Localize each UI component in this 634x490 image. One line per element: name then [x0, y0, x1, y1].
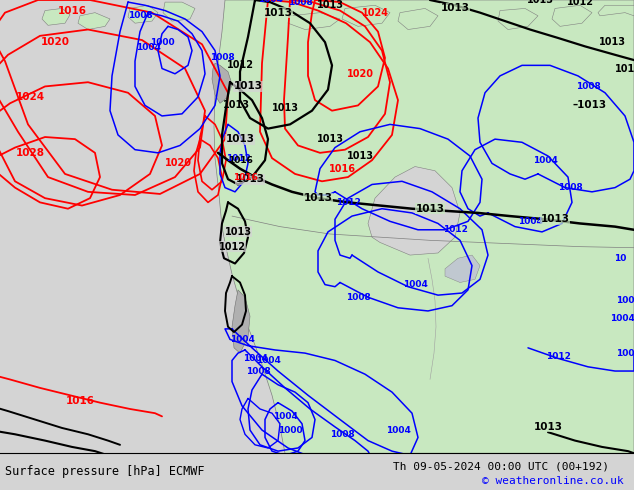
Polygon shape: [214, 0, 634, 453]
Text: 1004: 1004: [257, 0, 282, 4]
Polygon shape: [288, 13, 340, 29]
Text: 1013: 1013: [316, 134, 344, 144]
Polygon shape: [212, 63, 232, 103]
Text: 1013: 1013: [226, 134, 254, 144]
Text: 1024: 1024: [15, 92, 44, 102]
Text: 1008: 1008: [245, 367, 270, 375]
Text: 1012: 1012: [567, 0, 593, 7]
Text: 1020: 1020: [347, 69, 373, 79]
Text: 1020: 1020: [164, 158, 191, 169]
Text: 1012: 1012: [443, 225, 467, 234]
Text: 1013: 1013: [533, 422, 562, 432]
Text: 1016: 1016: [58, 5, 86, 16]
Text: 1013: 1013: [316, 0, 344, 10]
Text: Surface pressure [hPa] ECMWF: Surface pressure [hPa] ECMWF: [5, 465, 205, 478]
Text: 1028: 1028: [15, 148, 44, 158]
Text: 1012: 1012: [614, 64, 634, 74]
Text: 1004: 1004: [136, 43, 160, 52]
Text: 1008: 1008: [346, 293, 370, 302]
Text: 1012: 1012: [226, 153, 250, 163]
Text: Th 09-05-2024 00:00 UTC (00+192): Th 09-05-2024 00:00 UTC (00+192): [393, 462, 609, 472]
Text: 1013: 1013: [526, 0, 553, 5]
Text: 1016: 1016: [328, 164, 356, 173]
Text: 1008: 1008: [616, 296, 634, 305]
Text: 1004: 1004: [533, 156, 557, 165]
Polygon shape: [498, 8, 538, 29]
Polygon shape: [128, 5, 158, 23]
Text: 1008: 1008: [288, 0, 313, 6]
Text: 1004: 1004: [616, 348, 634, 358]
Polygon shape: [445, 255, 480, 283]
Text: 1004: 1004: [243, 354, 268, 363]
Polygon shape: [78, 13, 110, 29]
Text: 1000: 1000: [278, 425, 302, 435]
Text: 1013: 1013: [347, 151, 373, 161]
Polygon shape: [232, 290, 250, 353]
Text: 1004: 1004: [517, 217, 543, 226]
Text: 1008: 1008: [330, 430, 354, 439]
Text: 1016: 1016: [233, 172, 257, 182]
Text: –1013: –1013: [573, 100, 607, 110]
Polygon shape: [42, 8, 70, 25]
Text: 1013: 1013: [598, 37, 626, 47]
Text: © weatheronline.co.uk: © weatheronline.co.uk: [482, 476, 624, 487]
Text: 1008: 1008: [127, 11, 152, 20]
Text: 10: 10: [614, 254, 626, 263]
Text: 1012: 1012: [546, 352, 571, 361]
Text: 1008: 1008: [558, 183, 583, 192]
Text: 1024: 1024: [361, 8, 389, 18]
Text: 1004: 1004: [385, 425, 410, 435]
Text: 1013: 1013: [235, 174, 264, 184]
Text: 1013: 1013: [233, 81, 262, 92]
Text: 1013: 1013: [541, 214, 569, 224]
Text: 1000: 1000: [150, 38, 174, 47]
Text: 1004: 1004: [403, 280, 427, 289]
Polygon shape: [398, 8, 438, 29]
Text: 1004: 1004: [609, 314, 634, 323]
Polygon shape: [552, 5, 592, 26]
Text: 1008: 1008: [576, 82, 600, 91]
Text: 1013: 1013: [271, 102, 299, 113]
Text: 1013: 1013: [415, 204, 444, 214]
Text: 1012: 1012: [219, 242, 245, 252]
Text: 1016: 1016: [228, 156, 252, 165]
Text: 1004: 1004: [230, 335, 254, 344]
Text: 1004: 1004: [256, 356, 280, 365]
Text: 1013: 1013: [441, 3, 470, 13]
Text: 1013: 1013: [224, 227, 252, 237]
Polygon shape: [598, 5, 634, 16]
Text: 1016: 1016: [65, 395, 94, 406]
Polygon shape: [368, 167, 460, 255]
Polygon shape: [163, 2, 195, 21]
Text: 1013: 1013: [304, 193, 332, 203]
Text: 1012: 1012: [335, 198, 361, 207]
Text: 1013: 1013: [223, 100, 250, 110]
Text: 1013: 1013: [264, 8, 292, 18]
Polygon shape: [342, 5, 390, 26]
Text: 1020: 1020: [41, 37, 70, 47]
Text: 1004: 1004: [273, 412, 297, 421]
Text: 1008: 1008: [210, 53, 235, 62]
Text: 1012: 1012: [226, 60, 254, 71]
